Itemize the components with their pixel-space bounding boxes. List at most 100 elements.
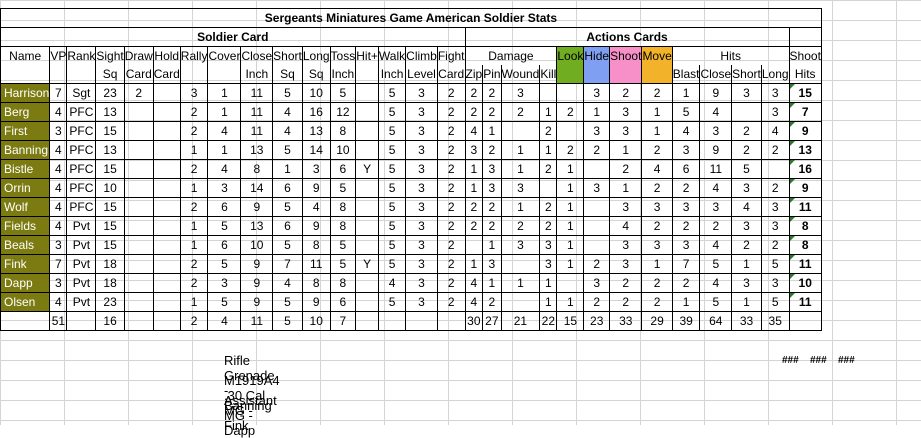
cell-name: Beals	[0, 235, 51, 255]
cell-hitplus	[355, 235, 379, 255]
cell-close: 11	[240, 121, 274, 141]
cell-rank: PFC	[66, 178, 97, 198]
cell-zip: 2	[464, 197, 484, 217]
total-look: 15	[556, 311, 585, 331]
total-short: 5	[272, 311, 303, 331]
cell-walk: 5	[377, 254, 407, 274]
cell-sight: 15	[95, 197, 125, 217]
cell-vp: 4	[49, 159, 68, 179]
cell-hitplus	[355, 83, 379, 103]
cell-climb: 3	[405, 235, 438, 255]
col-header-pin: Pin	[482, 65, 502, 84]
cell-toss: 5	[329, 235, 357, 255]
cell-sight: 15	[95, 159, 125, 179]
cell-hide	[583, 159, 611, 179]
cell-hold	[152, 254, 181, 274]
cell-draw	[123, 216, 154, 236]
cell-shoot-hits: 10	[788, 273, 822, 293]
soldier-rows: Harrison 7 Sgt 23 2 3 1 11 5 10 5 5 3 2 2 2 3 3 2 2 1 9 3 3 15 Be…	[0, 83, 822, 312]
cell-hits-close: 4	[699, 235, 733, 255]
cell-climb: 3	[405, 102, 438, 122]
cell-wound: 3	[500, 83, 541, 103]
cell-draw	[123, 197, 154, 217]
cell-move: 1	[641, 121, 673, 141]
comment-marker-icon	[790, 103, 795, 108]
cell-shoot: 1	[609, 140, 643, 160]
comment-marker-icon	[790, 255, 795, 260]
col-header-vp: VP	[49, 46, 68, 65]
cell-blast: 2	[671, 178, 701, 198]
cell-pin: 2	[482, 216, 502, 236]
col-header-walk: Walk	[377, 46, 407, 65]
cell-walk: 5	[377, 178, 407, 198]
cell-move: 2	[641, 178, 673, 198]
cell-look: 2	[556, 102, 585, 122]
cell-hitplus	[355, 140, 379, 160]
cell-look: 1	[556, 254, 585, 274]
cell-hide: 3	[583, 178, 611, 198]
total-pin: 27	[482, 311, 502, 331]
cell-hide: 3	[583, 83, 611, 103]
cell-look: 1	[556, 235, 585, 255]
soldier-stats-table: Sergeants Miniatures Game American Soldi…	[0, 8, 822, 331]
cell-hits-close: 5	[699, 254, 733, 274]
blank-cell	[152, 311, 181, 331]
soldier-row: Fink 7 Pvt 18 2 5 9 7 11 5 Y 5 3 2 1 3 3 1 2 3 1 7 5 1 5 11	[0, 254, 822, 274]
cell-hide: 2	[583, 140, 611, 160]
cell-pin: 1	[482, 273, 502, 293]
total-close: 11	[240, 311, 274, 331]
cell-walk: 5	[377, 121, 407, 141]
cell-short: 4	[272, 273, 303, 293]
cell-cover: 5	[207, 216, 242, 236]
cell-hits-long: 4	[760, 121, 790, 141]
blank-cell	[49, 65, 68, 84]
cell-walk: 5	[377, 197, 407, 217]
cell-pin: 2	[482, 102, 502, 122]
cell-hits-short: 3	[731, 216, 762, 236]
col-header-toss: Toss	[329, 46, 357, 65]
cell-pin: 3	[482, 159, 502, 179]
cell-fight: 2	[436, 254, 466, 274]
cell-shoot-hits: 16	[788, 159, 822, 179]
col-header-shoot: Shoot	[609, 46, 643, 65]
cell-short: 6	[272, 216, 303, 236]
cell-cover: 5	[207, 254, 242, 274]
cell-hits-long: 2	[760, 178, 790, 198]
cell-shoot-hits: 11	[788, 292, 822, 312]
cell-toss: 8	[329, 197, 357, 217]
cell-sight: 15	[95, 216, 125, 236]
comment-marker-icon	[790, 236, 795, 241]
cell-hold	[152, 121, 181, 141]
cell-hits-close: 4	[699, 102, 733, 122]
soldier-row: Wolf 4 PFC 15 2 6 9 5 4 8 5 3 2 2 2 1 2 1 3 3 3 3 4 3 11	[0, 197, 822, 217]
soldier-row: Bistle 4 PFC 15 2 4 8 1 3 6 Y 5 3 2 1 3 1 2 1 2 4 6 11 5 16	[0, 159, 822, 179]
cell-blast: 1	[671, 292, 701, 312]
cell-walk: 5	[377, 292, 407, 312]
cell-shoot-hits: 9	[788, 121, 822, 141]
cell-vp: 4	[49, 178, 68, 198]
col-header-sight: Sight	[95, 46, 125, 65]
blank-cell	[788, 27, 822, 47]
cell-climb: 3	[405, 178, 438, 198]
col-unit-walk: Inch	[377, 65, 407, 84]
blank-cell	[641, 65, 673, 84]
cell-move: 2	[641, 292, 673, 312]
cell-hitplus	[355, 216, 379, 236]
damage-group-header: Damage	[464, 46, 558, 65]
soldier-row: Banning 4 PFC 13 1 1 13 5 14 10 5 3 2 3 2 1 1 2 2 1 2 3 9 2 2 13	[0, 140, 822, 160]
cell-vp: 4	[49, 216, 68, 236]
cell-fight: 2	[436, 197, 466, 217]
cell-hits-close: 4	[699, 273, 733, 293]
cell-blast: 1	[671, 83, 701, 103]
cell-rank: Pvt	[66, 292, 97, 312]
blank-cell	[0, 65, 51, 84]
cell-close: 9	[240, 292, 274, 312]
cell-vp: 3	[49, 235, 68, 255]
cell-shoot: 3	[609, 102, 643, 122]
blank-cell	[0, 311, 51, 331]
cell-rally: 1	[179, 292, 209, 312]
cell-hitplus	[355, 273, 379, 293]
blank-cell	[609, 65, 643, 84]
col-header-hold: Hold	[152, 46, 181, 65]
sheet-title: Sergeants Miniatures Game American Soldi…	[0, 8, 822, 28]
